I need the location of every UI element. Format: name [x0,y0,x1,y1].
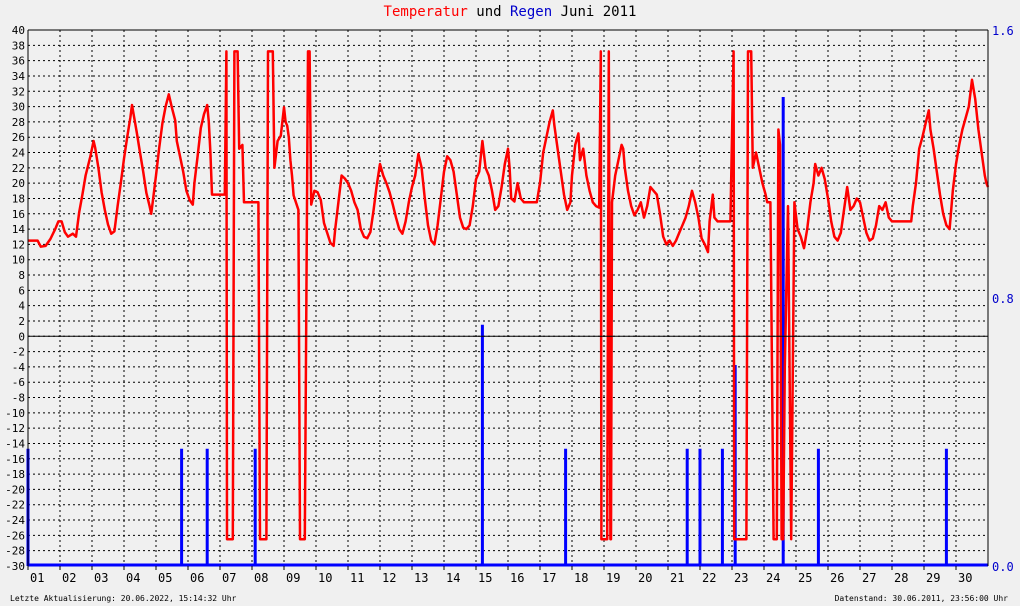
y-left-tick-label: 16 [12,208,25,221]
x-tick-label: 03 [94,571,108,585]
y-left-tick-label: -6 [12,376,25,389]
y-left-tick-label: 0 [18,330,25,343]
x-tick-label: 02 [62,571,76,585]
x-tick-label: 18 [574,571,588,585]
x-tick-label: 14 [446,571,460,585]
title-and: und [476,4,502,20]
x-tick-label: 09 [286,571,300,585]
y-left-tick-label: -28 [5,545,25,558]
y-left-tick-label: 38 [12,39,25,52]
x-tick-label: 13 [414,571,428,585]
y-left-tick-label: 6 [18,284,25,297]
y-left-tick-label: -24 [5,514,25,527]
y-left-tick-label: 10 [12,254,25,267]
x-tick-label: 20 [638,571,652,585]
x-tick-label: 25 [798,571,812,585]
x-tick-label: 10 [318,571,332,585]
x-tick-label: 28 [894,571,908,585]
x-tick-label: 30 [958,571,972,585]
y-left-tick-label: -14 [5,437,25,450]
x-tick-label: 01 [30,571,44,585]
y-left-tick-label: 34 [12,70,26,83]
x-tick-label: 27 [862,571,876,585]
y-left-tick-label: -26 [5,529,25,542]
title-month: Juni 2011 [560,4,637,20]
y-left-tick-label: 28 [12,116,25,129]
y-left-tick-label: 26 [12,131,25,144]
x-tick-label: 07 [222,571,236,585]
y-left-tick-label: 20 [12,177,25,190]
x-tick-label: 12 [382,571,396,585]
y-left-tick-label: 14 [12,223,26,236]
y-left-tick-label: 8 [18,269,25,282]
y-left-tick-label: -16 [5,453,25,466]
y-left-tick-label: 36 [12,55,25,68]
x-tick-label: 04 [126,571,140,585]
y-left-tick-label: -20 [5,483,25,496]
y-left-tick-label: 2 [18,315,25,328]
x-tick-label: 29 [926,571,940,585]
y-left-tick-label: 12 [12,238,25,251]
x-tick-label: 23 [734,571,748,585]
y-right-tick-label: 0.0 [992,560,1014,574]
temperature-line [28,50,990,541]
x-tick-label: 19 [606,571,620,585]
y-left-tick-label: -4 [12,361,26,374]
x-tick-label: 24 [766,571,780,585]
y-right-tick-label: 0.8 [992,292,1014,306]
y-left-tick-label: 22 [12,162,25,175]
y-left-tick-label: -30 [5,560,25,573]
y-left-tick-label: 18 [12,192,25,205]
y-left-tick-label: 30 [12,101,25,114]
y-left-tick-label: 32 [12,85,25,98]
axes [27,29,989,570]
x-tick-label: 16 [510,571,524,585]
title-rain: Regen [510,4,553,20]
footer-last-update: Letzte Aktualisierung: 20.06.2022, 15:14… [10,594,237,603]
x-tick-label: 21 [670,571,684,585]
y-left-tick-label: 24 [12,147,26,160]
x-tick-label: 17 [542,571,556,585]
y-left-tick-label: -2 [12,346,25,359]
x-tick-label: 06 [190,571,204,585]
x-tick-label: 22 [702,571,716,585]
y-left-tick-label: 4 [18,300,25,313]
tick-labels: 4038363432302826242220181614121086420-2-… [5,24,1014,585]
x-tick-label: 15 [478,571,492,585]
y-left-tick-label: -12 [5,422,25,435]
y-left-tick-label: 40 [12,24,25,37]
y-left-tick-label: -8 [12,392,25,405]
title-temperature: Temperatur [383,4,468,20]
y-left-tick-label: -22 [5,499,25,512]
x-tick-label: 26 [830,571,844,585]
x-tick-label: 11 [350,571,364,585]
chart-title: Temperatur und Regen Juni 2011 [0,4,1020,20]
x-tick-label: 05 [158,571,172,585]
y-right-tick-label: 1.6 [992,24,1014,38]
y-left-tick-label: -10 [5,407,25,420]
y-left-tick-label: -18 [5,468,25,481]
footer-data-status: Datenstand: 30.06.2011, 23:56:00 Uhr [834,594,1008,603]
x-tick-label: 08 [254,571,268,585]
temperature-series [28,50,990,541]
